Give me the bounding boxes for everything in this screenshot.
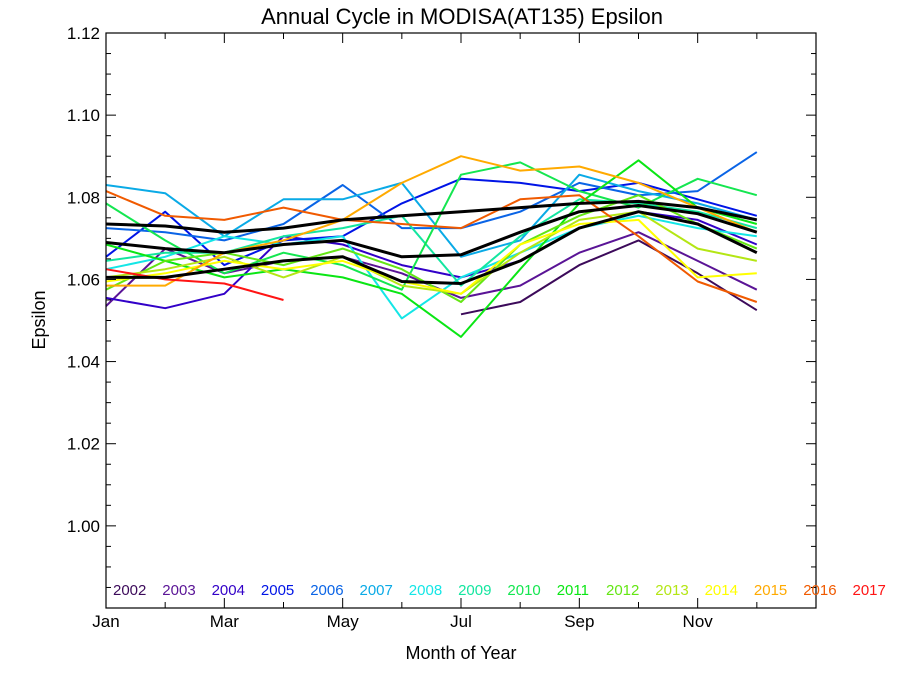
series-line-2014 [105, 218, 757, 295]
chart-title: Annual Cycle in MODISA(AT135) Epsilon [261, 4, 663, 29]
y-tick-label: 1.02 [67, 435, 100, 454]
x-tick-label: May [327, 612, 360, 631]
mean-line-3 [105, 199, 758, 234]
legend-entry-2014: 2014 [705, 582, 738, 599]
legend-entry-2008: 2008 [409, 582, 442, 599]
y-tick-label: 1.12 [67, 24, 100, 43]
legend-entry-2016: 2016 [803, 582, 836, 599]
legend-entry-2013: 2013 [655, 582, 688, 599]
legend-entry-2012: 2012 [606, 582, 639, 599]
series-line-2012 [105, 194, 758, 303]
x-tick-label: Nov [683, 612, 714, 631]
mean-line-1 [106, 210, 758, 285]
x-tick-label: Jul [450, 612, 472, 631]
legend-entry-2017: 2017 [853, 582, 886, 599]
y-tick-label: 1.06 [67, 270, 100, 289]
legend-entry-2009: 2009 [458, 582, 491, 599]
y-tick-label: 1.08 [67, 188, 100, 207]
series-line-2011 [105, 159, 758, 338]
series-line-2015 [106, 155, 758, 287]
x-axis-label: Month of Year [405, 643, 516, 663]
y-tick-label: 1.10 [67, 106, 100, 125]
legend-entry-2004: 2004 [212, 582, 245, 599]
legend-entry-2005: 2005 [261, 582, 294, 599]
legend-entry-2007: 2007 [360, 582, 393, 599]
plot-frame [105, 32, 817, 609]
legend-entry-2006: 2006 [310, 582, 343, 599]
legend-entry-2010: 2010 [507, 582, 540, 599]
x-tick-label: Mar [210, 612, 240, 631]
legend: 2002 2003 2004 2005 2006 2007 2008 2009 2010 2011… [113, 582, 886, 599]
y-axis-label: Epsilon [29, 290, 49, 349]
legend-entry-2015: 2015 [754, 582, 787, 599]
x-tick-label: Sep [564, 612, 594, 631]
series-line-2016 [105, 190, 758, 303]
mean-line-2 [105, 204, 758, 259]
x-tick-label: Jan [92, 612, 119, 631]
legend-entry-2011: 2011 [557, 582, 589, 599]
series-line-2007 [105, 173, 758, 258]
legend-entry-2003: 2003 [162, 582, 195, 599]
series-line-2002 [460, 239, 758, 316]
y-tick-label: 1.04 [67, 353, 100, 372]
legend-entry-2002: 2002 [113, 582, 146, 599]
series-layer [105, 151, 758, 338]
series-line-2005 [105, 177, 758, 267]
y-tick-label: 1.00 [67, 517, 100, 536]
series-line-2017 [105, 268, 284, 301]
axes-layer: 1.00 1.02 1.04 1.06 1.08 1.10 1.12 Jan Mar May Jul… [67, 24, 817, 631]
